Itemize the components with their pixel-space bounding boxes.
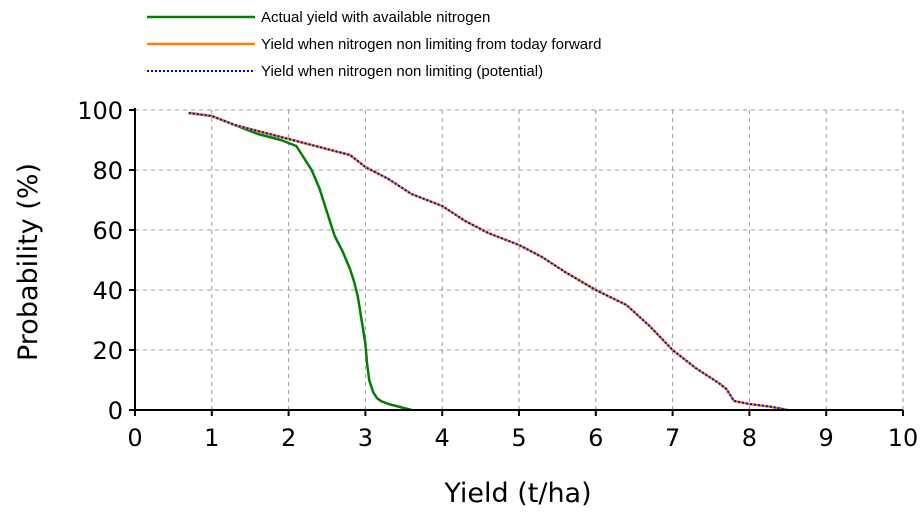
x-tick-label-4: 4 (435, 424, 450, 452)
x-tick-label-5: 5 (511, 424, 526, 452)
y-tick-label-20: 20 (92, 337, 123, 365)
legend-label-1: Actual yield with available nitrogen (261, 9, 490, 26)
legend-label-3: Yield when nitrogen non limiting (potent… (261, 63, 543, 80)
legend-label-2: Yield when nitrogen non limiting from to… (261, 36, 601, 53)
grid (135, 109, 904, 410)
y-tick-label-80: 80 (92, 157, 123, 185)
legend: Actual yield with available nitrogen Yiel… (147, 9, 601, 80)
x-tick-label-2: 2 (281, 424, 296, 452)
x-tick-label-1: 1 (204, 424, 219, 452)
series-layer (188, 111, 789, 412)
series-line-1 (188, 111, 412, 412)
series-line-3 (188, 112, 788, 411)
x-tick-label-0: 0 (127, 424, 142, 452)
x-tick-label-6: 6 (588, 424, 603, 452)
y-tick-label-0: 0 (108, 397, 123, 425)
y-tick-label-100: 100 (77, 97, 123, 125)
axes (129, 108, 904, 416)
x-tick-label-7: 7 (665, 424, 680, 452)
series-line-2 (188, 111, 789, 412)
x-tick-label-10: 10 (888, 424, 919, 452)
x-tick-label-9: 9 (819, 424, 834, 452)
x-tick-label-8: 8 (742, 424, 757, 452)
x-axis-title: Yield (t/ha) (443, 478, 591, 509)
y-tick-label-40: 40 (92, 277, 123, 305)
x-tick-label-3: 3 (358, 424, 373, 452)
y-tick-label-60: 60 (92, 217, 123, 245)
y-axis-title: Probability (%) (13, 163, 44, 361)
